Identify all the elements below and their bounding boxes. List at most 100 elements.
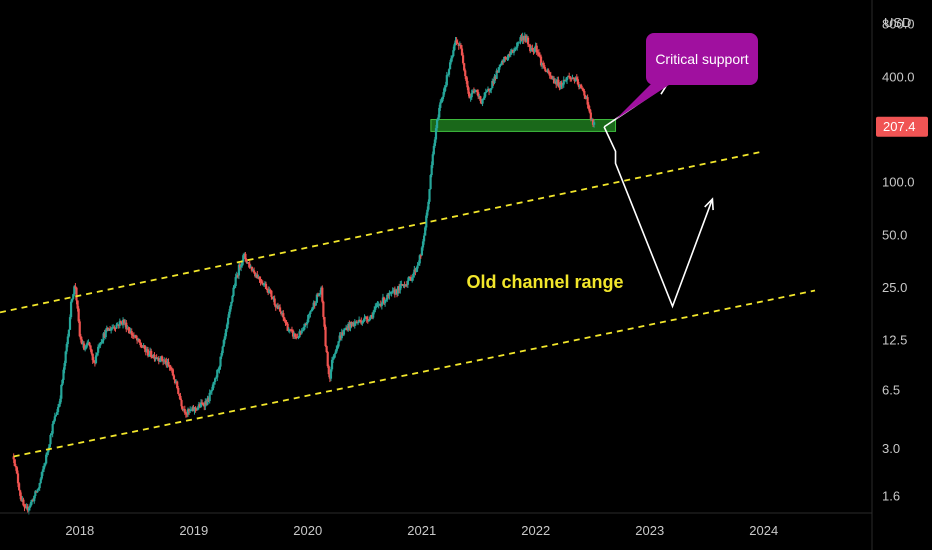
candle-body [332,358,335,360]
candle-body [306,322,309,325]
candle-body [490,88,493,90]
candle-body [184,412,187,414]
candle-body [216,370,219,378]
candle-body [217,369,220,371]
candle-body [363,317,366,321]
candle-body [411,277,414,281]
callout-box [646,33,758,85]
candle-body [564,80,568,82]
candle-body [463,63,466,71]
candle-body [110,328,113,331]
candle-body [63,363,66,370]
candle-body [228,311,231,318]
candle-body [335,349,338,353]
candle-body [576,79,579,85]
candle-body [565,77,569,81]
candle-body [82,343,86,350]
candle-body [50,433,53,435]
candle-body [239,265,243,268]
x-tick-label: 2024 [749,523,778,538]
candle-body [17,483,21,491]
candle-body [185,413,189,415]
candle-body [89,345,92,350]
candle-body [68,317,72,330]
candle-body [448,62,452,70]
candle-body [15,467,19,474]
candle-body [386,294,389,300]
candle-body [69,301,73,318]
candle-body [91,353,94,361]
candle-body [99,343,102,346]
candle-body [78,321,81,337]
candle-body [287,330,290,332]
x-tick-label: 2023 [635,523,664,538]
candle-body [113,327,116,329]
candle-body [56,407,60,413]
candle-body [512,51,516,53]
candle-body [130,331,133,335]
callout-text: Critical support [655,51,748,67]
candle-body [509,51,512,55]
candle-body [412,273,415,278]
candle-body [547,70,550,73]
candle-body [529,44,532,52]
candle-body [503,57,506,63]
candle-body [358,319,361,323]
candle-body [569,76,572,78]
candle-body [561,84,564,86]
candle-body [59,398,62,404]
annotation-lines-layer: Old channel range [0,150,816,458]
candle-body [236,275,239,277]
candle-body [304,324,308,326]
candle-body [315,294,318,303]
candle-body [285,322,288,324]
candle-body [531,48,534,51]
candle-body [241,261,244,266]
candle-body [269,289,272,291]
candle-body [429,175,432,190]
candle-body [260,281,263,283]
candle-body [302,326,305,331]
candle-body [417,263,420,266]
candle-body [319,293,322,295]
candle-body [435,119,439,129]
candle-body [485,90,488,93]
candle-body [215,377,218,379]
candle-body [39,478,42,484]
candle-body [131,334,134,336]
candle-body [550,75,553,79]
candle-body [476,90,479,93]
candle-body [72,294,75,299]
candle-body [85,345,88,349]
y-tick-label: 400.0 [882,69,915,84]
candle-body [473,90,477,92]
candle-body [229,306,232,312]
candle-body [592,122,596,125]
candle-body [588,108,591,113]
candle-body [77,308,80,322]
candle-body [62,369,65,380]
candle-body [19,490,22,496]
candle-body [127,328,130,331]
candle-body [61,379,64,385]
candle-body [441,96,444,102]
candle-body [437,117,440,120]
candle-body [493,76,496,83]
candle-body [322,301,325,317]
candle-body [368,317,372,320]
candle-body [317,294,321,296]
candle-body [47,448,50,453]
candle-body [309,311,312,314]
candle-body [58,403,61,408]
candle-body [250,266,254,271]
candle-body [574,77,577,82]
candle-body [294,333,297,337]
candle-body [365,316,368,320]
candle-body [479,96,482,101]
candle-body [418,255,421,264]
candle-body [193,407,196,412]
candle-body [298,331,301,338]
candle-body [481,99,484,104]
